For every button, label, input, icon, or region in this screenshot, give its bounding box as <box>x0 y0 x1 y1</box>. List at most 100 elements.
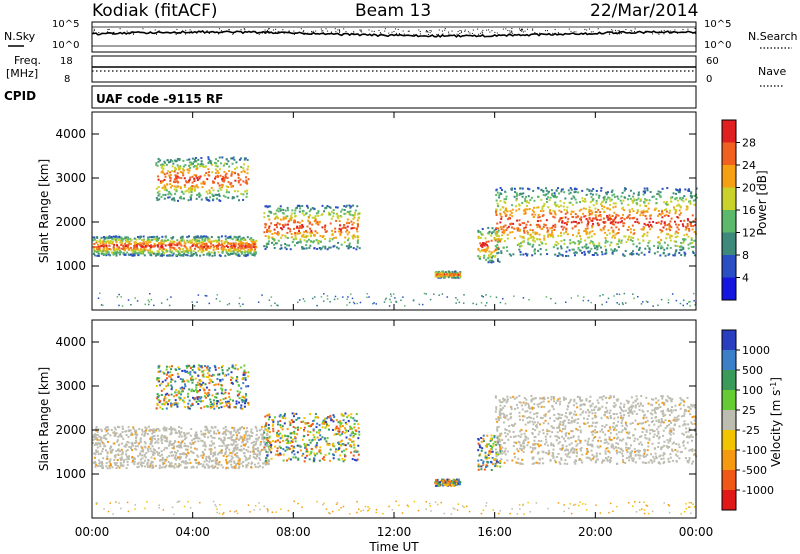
range-cell <box>574 242 577 245</box>
range-cell <box>194 434 197 437</box>
range-cell <box>253 463 256 466</box>
noise-trace <box>92 28 697 38</box>
range-cell <box>132 427 135 430</box>
range-cell <box>131 461 134 464</box>
range-cell <box>125 467 128 470</box>
nsearch-point <box>532 29 534 31</box>
range-cell <box>255 437 258 440</box>
range-cell <box>389 293 392 295</box>
range-cell <box>554 212 557 215</box>
range-cell <box>98 247 101 250</box>
nsearch-point <box>457 31 459 33</box>
range-cell <box>438 294 440 296</box>
range-cell <box>201 182 204 185</box>
range-cell <box>640 303 643 305</box>
nsearch-point <box>464 29 466 31</box>
range-cell <box>644 198 647 201</box>
range-cell <box>496 258 499 261</box>
range-cell <box>183 387 186 390</box>
range-cell <box>522 209 525 212</box>
nsearch-point <box>321 30 323 32</box>
range-cell <box>137 242 140 245</box>
range-cell <box>258 457 261 460</box>
range-cell <box>156 253 159 256</box>
range-cell <box>183 461 186 464</box>
range-cell <box>244 181 247 184</box>
range-cell <box>116 425 119 428</box>
range-cell <box>217 247 220 250</box>
range-cell <box>606 234 609 237</box>
range-cell <box>272 243 275 246</box>
range-cell <box>294 221 297 224</box>
range-cell <box>456 274 459 277</box>
range-cell <box>158 429 161 432</box>
range-cell <box>151 466 154 469</box>
range-cell <box>230 185 233 188</box>
nsearch-point <box>345 31 347 33</box>
range-cell <box>536 238 539 241</box>
range-cell <box>235 400 238 403</box>
range-cell <box>134 241 137 244</box>
range-cell <box>228 191 231 194</box>
range-cell <box>317 223 320 226</box>
range-cell <box>256 438 259 441</box>
range-cell <box>159 180 162 183</box>
range-cell <box>577 221 580 224</box>
range-cell <box>633 198 636 201</box>
range-cell <box>205 405 208 408</box>
range-cell <box>226 176 229 179</box>
range-cell <box>236 434 239 437</box>
range-cell <box>574 254 577 257</box>
range-cell <box>175 180 178 183</box>
range-cell <box>164 187 167 190</box>
range-cell <box>217 182 220 185</box>
range-cell <box>586 224 589 227</box>
range-cell <box>107 237 110 240</box>
range-cell <box>97 465 100 468</box>
range-cell <box>632 217 635 220</box>
range-cell <box>191 465 194 468</box>
range-cell <box>193 459 196 462</box>
range-cell <box>487 261 490 264</box>
range-cell <box>128 242 131 245</box>
range-cell <box>575 216 578 219</box>
range-cell <box>356 235 359 238</box>
range-cell <box>158 193 161 196</box>
range-cell <box>110 236 113 239</box>
range-cell <box>189 195 192 198</box>
range-cell <box>255 246 258 249</box>
range-cell <box>176 405 179 408</box>
range-cell <box>193 305 196 307</box>
range-cell <box>122 238 125 241</box>
range-cell <box>515 199 518 202</box>
range-cell <box>238 244 241 247</box>
range-cell <box>237 181 240 184</box>
range-cell <box>165 436 168 439</box>
range-cell <box>230 252 233 255</box>
range-cell <box>183 177 186 180</box>
range-cell <box>175 388 178 391</box>
range-cell <box>220 451 223 454</box>
range-cell <box>243 373 246 376</box>
range-cell <box>165 464 168 467</box>
range-cell <box>676 235 679 238</box>
range-cell <box>194 159 197 162</box>
range-cell <box>556 204 559 207</box>
range-cell <box>207 464 210 467</box>
range-cell <box>518 223 521 226</box>
range-cell <box>254 457 257 460</box>
range-cell <box>695 187 698 190</box>
range-cell <box>201 400 204 403</box>
nsearch-point <box>575 31 577 33</box>
range-cell <box>237 459 240 462</box>
range-cell <box>545 219 548 222</box>
range-cell <box>93 248 96 251</box>
range-cell <box>174 463 177 466</box>
range-cell <box>301 234 304 237</box>
range-cell <box>628 209 631 212</box>
range-cell <box>160 165 163 168</box>
range-cell <box>281 228 284 231</box>
range-cell <box>92 461 95 464</box>
range-cell <box>499 213 502 216</box>
range-cell <box>214 453 217 456</box>
